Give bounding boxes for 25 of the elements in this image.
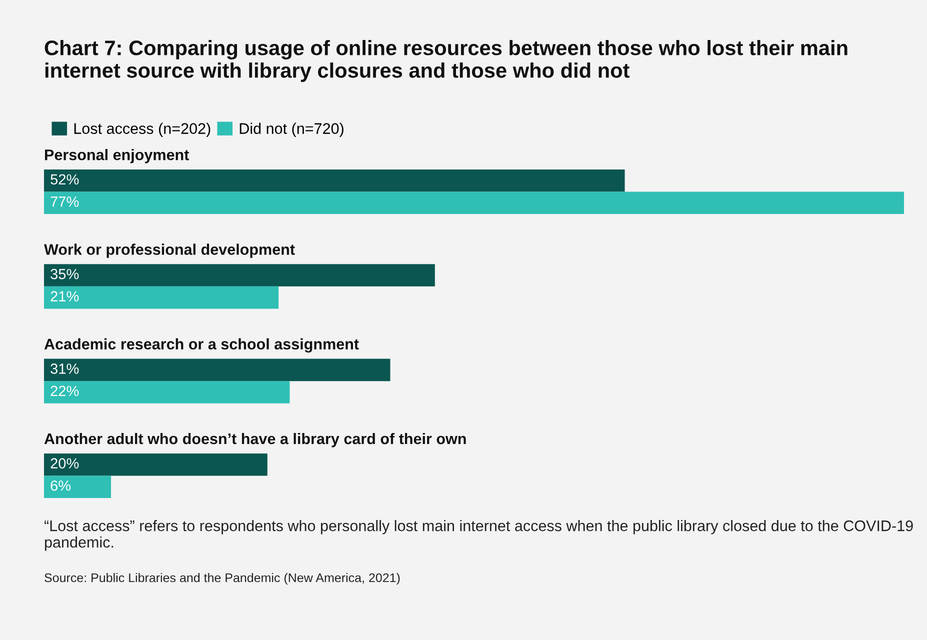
data-label: 52%: [50, 174, 79, 185]
source-note: Source: Public Libraries and the Pandemic (New America, 2021): [44, 573, 400, 585]
data-label: 20%: [50, 458, 79, 469]
data-label: 21%: [50, 291, 79, 302]
bar: [44, 453, 268, 476]
bar: [44, 358, 390, 382]
bar: [44, 170, 625, 192]
legend-label: Did not (n=720): [240, 122, 344, 137]
bar: [44, 264, 435, 286]
bar: [44, 192, 904, 214]
bar: [44, 286, 279, 309]
data-label: 6%: [50, 480, 71, 491]
data-label: 31%: [50, 364, 79, 374]
y-tick-label: Another adult who doesn’t have a library card of their own: [44, 432, 466, 448]
y-tick-label: Personal enjoyment: [45, 149, 189, 164]
legend-label: Lost access (n=202): [74, 122, 210, 137]
bar: [44, 381, 290, 404]
y-tick-label: Work or professional development: [44, 244, 295, 258]
text: “Lost access” refers to respondents who personally lost main internet access when the public library closed due to the COVID-19 pandemic.: [44, 520, 913, 551]
data-label: 77%: [50, 196, 79, 207]
data-label: 22%: [50, 386, 79, 396]
data-label: 35%: [50, 268, 79, 280]
bar: [44, 476, 112, 498]
y-tick-label: Academic research or a school assignment: [44, 338, 359, 353]
chart-title: Chart 7: Comparing usage of online resources between those who lost their main internet source with library closures and those who did not: [44, 40, 848, 82]
